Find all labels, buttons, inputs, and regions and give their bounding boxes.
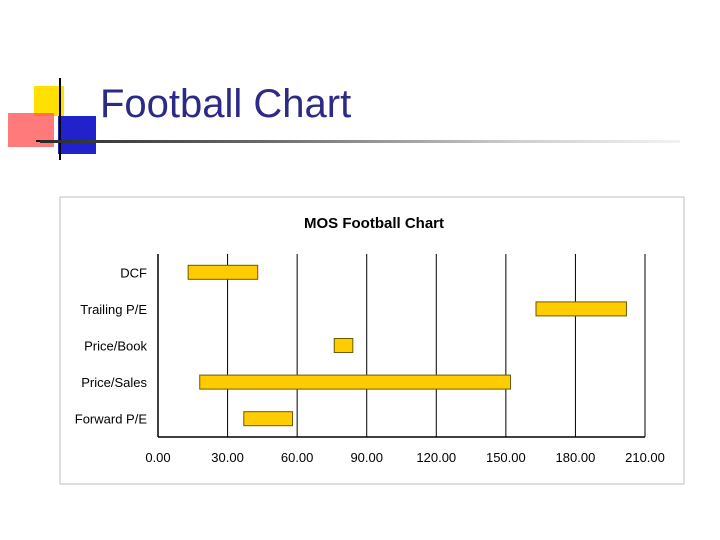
- category-label: DCF: [120, 265, 147, 280]
- range-bar-trailing-p-e: [535, 301, 627, 317]
- x-tick-labels: 0.00 30.00 60.00 90.00 120.00 150.00 180.00 210…: [145, 450, 665, 465]
- x-tick-label: 120.00: [416, 450, 456, 465]
- x-tick-label: 60.00: [281, 450, 314, 465]
- x-tick-label: 90.00: [350, 450, 383, 465]
- category-label: Price/Book: [84, 339, 147, 354]
- x-tick-label: 210.00: [625, 450, 665, 465]
- category-label: Price/Sales: [81, 375, 147, 390]
- range-bar-price-book: [333, 338, 354, 353]
- title-underline: [40, 140, 680, 143]
- category-label: Forward P/E: [75, 412, 148, 427]
- range-bar-forward-p-e: [243, 411, 294, 427]
- range-bars: [187, 264, 627, 427]
- logo-blue-square: [58, 116, 96, 154]
- category-labels: DCF Trailing P/E Price/Book Price/Sales Forw…: [75, 265, 148, 426]
- x-tick-label: 180.00: [556, 450, 596, 465]
- slide-title: Football Chart: [100, 82, 352, 126]
- chart-title: MOS Football Chart: [304, 215, 444, 232]
- x-tick-label: 0.00: [145, 450, 170, 465]
- category-label: Trailing P/E: [80, 302, 147, 317]
- range-bar-price-sales: [199, 374, 511, 390]
- grid-lines: [157, 254, 646, 438]
- range-bar-dcf: [187, 264, 259, 280]
- chart-frame: [59, 196, 685, 485]
- x-tick-label: 30.00: [211, 450, 244, 465]
- x-tick-label: 150.00: [486, 450, 526, 465]
